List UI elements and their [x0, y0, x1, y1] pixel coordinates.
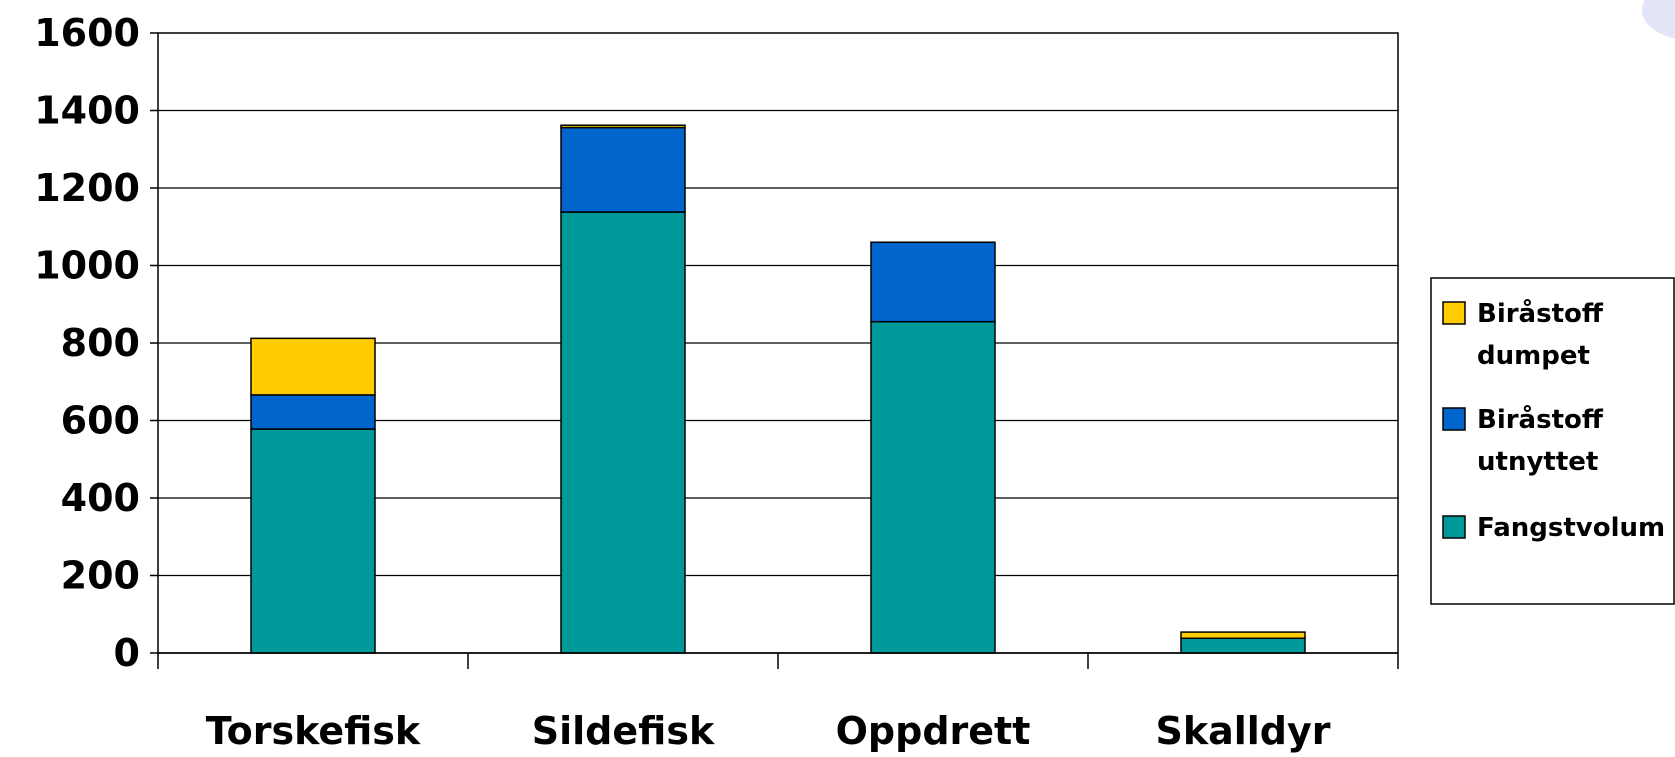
legend-swatch: [1442, 515, 1466, 539]
corner-decoration: [1642, 0, 1675, 39]
bar-segment: [250, 337, 376, 396]
legend-label: utnyttet: [1477, 447, 1598, 477]
bar-segment: [250, 394, 376, 430]
y-tick-label: 400: [61, 476, 140, 520]
x-tick-label: Skalldyr: [1155, 709, 1330, 753]
x-tick-label: Oppdrett: [836, 709, 1031, 753]
legend-label: Biråstoff: [1477, 403, 1604, 435]
legend-swatch: [1442, 301, 1466, 325]
bar-segment: [870, 241, 996, 323]
y-tick-label: 600: [61, 399, 140, 443]
y-tick-label: 1400: [34, 89, 140, 133]
y-tick-label: 1200: [34, 166, 140, 210]
y-tick-label: 200: [61, 554, 140, 598]
bar-segment: [560, 126, 686, 213]
bar-segment: [1180, 631, 1306, 640]
y-tick-label: 1000: [34, 244, 140, 288]
y-tick-label: 800: [61, 321, 140, 365]
bar-segment: [870, 320, 996, 654]
legend-box: [1430, 277, 1675, 605]
bar-segment: [560, 124, 686, 129]
bar-segment: [1180, 637, 1306, 654]
x-tick-label: Torskefisk: [206, 709, 421, 753]
legend-label: Biråstoff: [1477, 297, 1604, 329]
bar-segment: [250, 428, 376, 654]
y-tick-label: 0: [114, 631, 140, 675]
x-tick-label: Sildefisk: [532, 709, 715, 753]
legend-label: Fangstvolum: [1477, 513, 1665, 543]
legend-label: dumpet: [1477, 341, 1590, 371]
legend-swatch: [1442, 407, 1466, 431]
bar-segment: [560, 211, 686, 654]
y-tick-label: 1600: [34, 11, 140, 55]
